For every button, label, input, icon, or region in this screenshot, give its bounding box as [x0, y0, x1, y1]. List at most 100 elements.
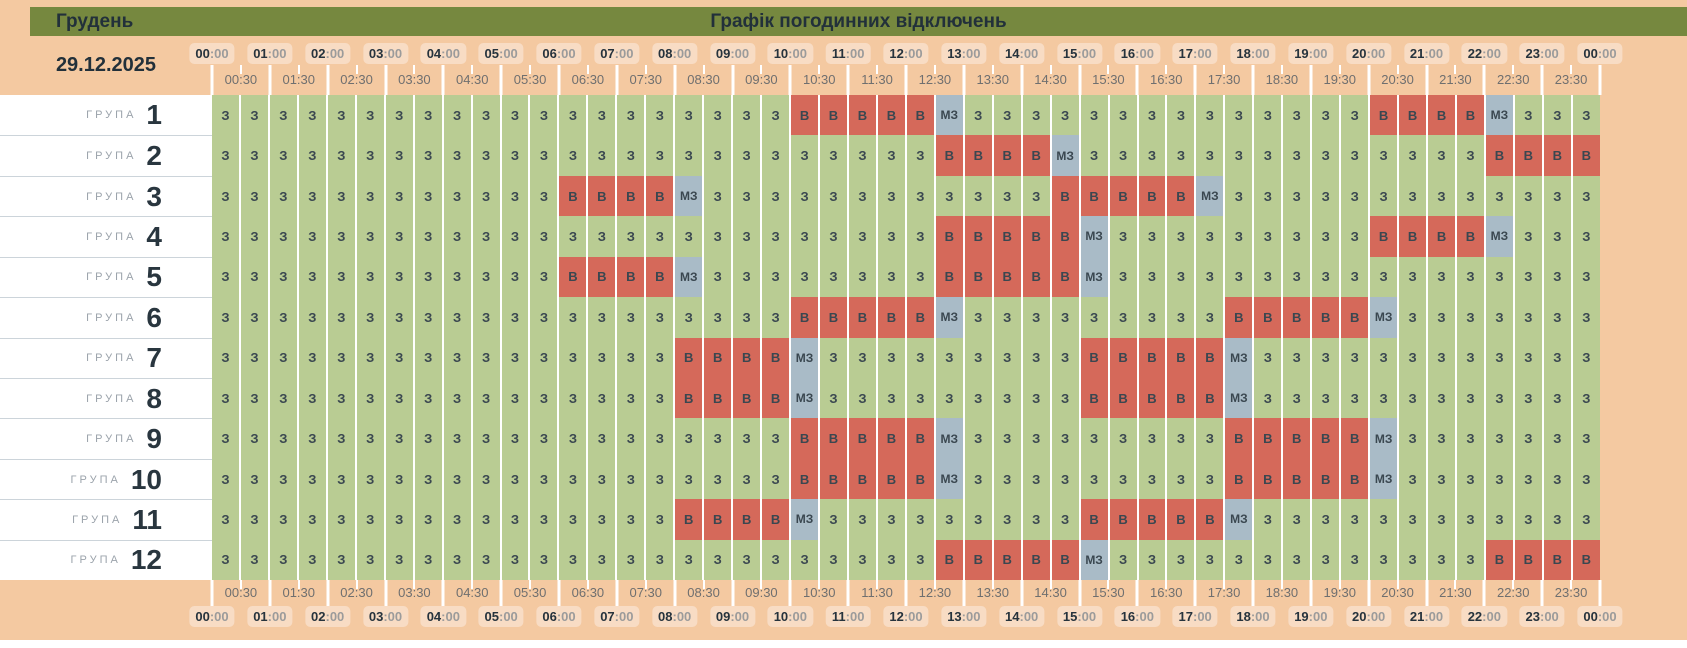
schedule-cell-outage: В: [1254, 458, 1282, 500]
schedule-cell-powered: З: [269, 175, 297, 217]
schedule-cell-powered: З: [1109, 539, 1137, 581]
schedule-cell-powered: З: [298, 216, 326, 257]
schedule-cell-powered: З: [1428, 377, 1455, 419]
schedule-cell-outage: В: [1370, 216, 1398, 257]
schedule-cell-possibly-powered: МЗ: [935, 418, 963, 459]
schedule-cell-powered: З: [1312, 539, 1340, 581]
schedule-cell-powered: З: [820, 216, 847, 257]
group-word: ГРУПА: [86, 109, 137, 122]
half-hour-tick: [1454, 580, 1457, 589]
schedule-cell-outage: В: [1283, 418, 1311, 459]
schedule-cell-powered: З: [385, 175, 413, 217]
schedule-cell-powered: З: [791, 216, 819, 257]
hour-tick: [326, 580, 330, 611]
schedule-cell-powered: З: [1109, 418, 1137, 459]
hour-tick: [673, 65, 677, 95]
group-number: 3: [146, 180, 162, 212]
schedule-cell-powered: З: [327, 175, 355, 217]
schedule-cell-powered: З: [298, 458, 326, 500]
hour-tick: [1482, 580, 1486, 611]
schedule-cell-powered: З: [1254, 499, 1282, 540]
schedule-cell-powered: З: [559, 499, 587, 540]
hour-tick: [962, 65, 966, 95]
schedule-cell-powered: З: [414, 95, 442, 136]
schedule-cell-outage: В: [1341, 458, 1369, 500]
schedule-cell-outage: В: [993, 135, 1021, 176]
group-row: ГРУПА 7 З З З З З З З З З З З З З З З З В В В В МЗ З З З З З З З З З В В В…: [0, 337, 1687, 378]
schedule-cell-outage: В: [762, 499, 790, 540]
row-right-margin: [1600, 377, 1687, 419]
half-hour-label: 09:30: [745, 585, 778, 600]
schedule-cell-powered: З: [1399, 135, 1427, 176]
schedule-cell-outage: В: [1196, 337, 1224, 378]
schedule-cell-powered: З: [848, 175, 876, 217]
schedule-cell-powered: З: [501, 95, 529, 136]
schedule-cell-powered: З: [1485, 377, 1513, 419]
hour-label: 23:00: [1519, 606, 1565, 627]
schedule-cell-possibly-powered: МЗ: [1080, 256, 1108, 298]
half-hour-tick: [355, 65, 358, 74]
hour-tick: [499, 580, 503, 611]
schedule-cell-powered: З: [1022, 418, 1050, 459]
schedule-cell-powered: З: [762, 135, 790, 176]
hour-label: 02:00: [305, 43, 351, 64]
group-row: ГРУПА 5 З З З З З З З З З З З З В В В В МЗ З З З З З З З З В В В В В МЗ З…: [0, 256, 1687, 298]
group-number: 12: [130, 544, 162, 576]
schedule-cell-powered: З: [820, 499, 847, 540]
schedule-cell-outage: В: [1022, 539, 1050, 581]
half-hour-tick: [1107, 580, 1110, 589]
group-row-label: ГРУПА 12: [0, 539, 212, 581]
schedule-cell-powered: З: [1109, 256, 1137, 298]
schedule-cell-outage: В: [1080, 499, 1108, 540]
bottom-strip: [0, 640, 1687, 648]
schedule-cell-powered: З: [1254, 95, 1282, 136]
schedule-cell-outage: В: [820, 458, 847, 500]
schedule-cell-possibly-powered: МЗ: [1225, 377, 1253, 419]
schedule-cell-powered: З: [1051, 337, 1079, 378]
schedule-cell-outage: В: [704, 377, 732, 419]
schedule-cell-powered: З: [356, 175, 384, 217]
schedule-cell-powered: З: [1167, 297, 1195, 338]
schedule-cell-outage: В: [1514, 539, 1542, 581]
schedule-cell-outage: В: [791, 297, 819, 338]
schedule-cell-powered: З: [646, 458, 674, 500]
schedule-cell-powered: З: [443, 458, 471, 500]
schedule-cell-outage: В: [906, 458, 934, 500]
schedule-cell-powered: З: [1225, 95, 1253, 136]
half-hour-label: 04:30: [455, 585, 489, 600]
hour-label: 00:00: [1577, 606, 1623, 627]
half-hour-label: 12:30: [918, 585, 952, 600]
schedule-cell-powered: З: [1283, 256, 1311, 298]
schedule-cell-powered: З: [501, 418, 529, 459]
hour-label: 17:00: [1172, 43, 1218, 64]
schedule-cell-powered: З: [877, 499, 905, 540]
hour-tick: [1020, 65, 1024, 95]
hour-tick: [1425, 65, 1428, 95]
schedule-cell-powered: З: [559, 297, 587, 338]
schedule-cell-powered: З: [1167, 256, 1195, 298]
half-hour-tick: [1223, 65, 1226, 74]
schedule-cell-outage: В: [1167, 175, 1195, 217]
schedule-cell-powered: З: [1485, 458, 1513, 500]
schedule-cell-outage: В: [848, 297, 876, 338]
schedule-cell-powered: З: [269, 337, 297, 378]
hour-label: 12:00: [883, 43, 929, 64]
schedule-cell-outage: В: [1254, 418, 1282, 459]
half-hour-tick: [991, 580, 994, 589]
schedule-cell-outage: В: [1080, 377, 1108, 419]
schedule-cell-possibly-powered: МЗ: [675, 175, 703, 217]
schedule-cell-powered: З: [1399, 539, 1427, 581]
hour-label: 18:00: [1230, 43, 1276, 64]
schedule-cell-outage: В: [1051, 539, 1079, 581]
group-row: ГРУПА 10 З З З З З З З З З З З З З З З З З З З З В В В В В МЗ З З З З З З…: [0, 458, 1687, 500]
schedule-cell-powered: З: [501, 297, 529, 338]
schedule-cell-powered: З: [530, 216, 558, 257]
schedule-cell-powered: З: [1109, 135, 1137, 176]
schedule-cell-powered: З: [1312, 377, 1340, 419]
hour-tick: [1251, 65, 1255, 95]
hour-tick: [1309, 65, 1313, 95]
schedule-cell-powered: З: [1456, 135, 1484, 176]
schedule-cell-outage: В: [1109, 499, 1137, 540]
schedule-cell-outage: В: [675, 337, 703, 378]
schedule-cell-powered: З: [1341, 95, 1369, 136]
